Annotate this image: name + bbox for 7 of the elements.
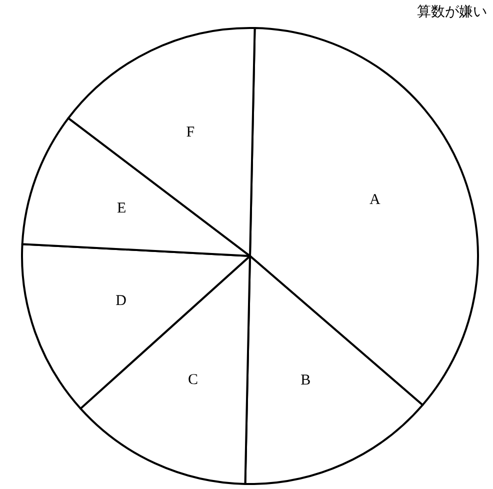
chart-title: 算数が嫌い [417,4,487,20]
slice-label: D [116,293,127,310]
slice-label: A [370,192,381,208]
slice-label: C [188,372,198,388]
slice-label: B [300,372,311,388]
slice-label: E [116,200,126,216]
slice-label: F [186,124,195,140]
